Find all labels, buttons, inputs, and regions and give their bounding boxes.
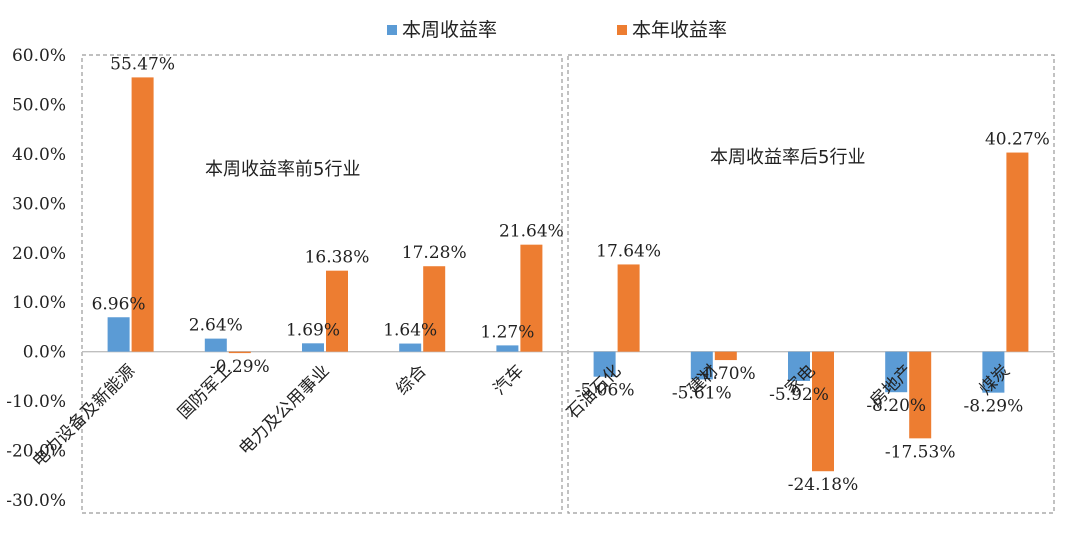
bar-yearly-return — [812, 351, 834, 472]
y-tick-label: -30.0% — [6, 491, 66, 511]
bar-weekly-return — [885, 351, 908, 393]
y-tick-label: 60.0% — [12, 46, 66, 66]
bar-weekly-return — [496, 345, 519, 352]
bar-yearly-return — [423, 266, 446, 352]
bar-weekly-return — [788, 351, 810, 381]
legend-swatch-weekly — [387, 25, 397, 35]
annotation-bottom5: 本周收益率后5行业 — [710, 147, 865, 168]
data-label-weekly: 1.27% — [480, 322, 534, 342]
bar-yearly-return — [1006, 152, 1029, 352]
legend-label-weekly: 本周收益率 — [402, 19, 497, 41]
bar-weekly-return — [204, 338, 227, 352]
y-tick-label: 20.0% — [12, 244, 66, 264]
data-label-weekly: 1.64% — [383, 321, 437, 341]
data-labels: 6.96% 55.47% 2.64% -0.29% 1.69% 16.38% 1.64% 17… — [92, 54, 1050, 495]
data-label-weekly: 2.64% — [189, 316, 243, 336]
legend-label-yearly: 本年收益率 — [632, 19, 727, 41]
data-label-yearly: 40.27% — [985, 130, 1050, 150]
bar-weekly-return — [107, 317, 130, 352]
y-tick-label: 10.0% — [12, 293, 66, 313]
legend-swatch-yearly — [617, 25, 627, 35]
data-label-weekly: -5.92% — [769, 385, 829, 405]
y-tick-label: 50.0% — [12, 95, 66, 115]
data-label-yearly: 55.47% — [110, 54, 175, 74]
data-label-yearly: -1.70% — [696, 364, 756, 384]
data-label-yearly: 17.28% — [402, 243, 467, 263]
bar-weekly-return — [302, 343, 324, 352]
bars — [107, 77, 1029, 472]
bar-weekly-return — [690, 351, 713, 380]
y-tick-label: -10.0% — [6, 392, 66, 412]
bar-weekly-return — [982, 351, 1005, 393]
legend: 本周收益率 本年收益率 — [387, 19, 727, 41]
data-label-yearly: 16.38% — [305, 248, 370, 268]
data-label-weekly: -8.29% — [964, 397, 1024, 417]
bar-weekly-return — [399, 343, 422, 352]
data-label-weekly: -5.61% — [672, 383, 732, 403]
y-tick-label: -20.0% — [6, 442, 66, 462]
data-label-weekly: 6.96% — [92, 294, 146, 314]
data-label-yearly: -24.18% — [788, 475, 859, 495]
x-category-label: 电力设备及新能源 — [29, 361, 139, 471]
data-label-yearly: 17.64% — [596, 241, 661, 261]
bar-yearly-return — [326, 270, 348, 352]
y-tick-label: 40.0% — [12, 145, 66, 165]
bar-yearly-return — [131, 77, 154, 352]
x-category-label: 汽车 — [490, 361, 528, 399]
data-label-yearly: -17.53% — [885, 442, 956, 462]
data-label-yearly: 21.64% — [499, 222, 564, 242]
bar-yearly-return — [909, 351, 932, 439]
y-tick-label: 0.0% — [23, 343, 66, 363]
bar-weekly-return — [593, 351, 616, 377]
annotation-top5: 本周收益率前5行业 — [205, 159, 360, 180]
x-category-label: 国防军工 — [174, 361, 236, 423]
bar-yearly-return — [520, 244, 543, 352]
x-category-label: 煤炭 — [976, 361, 1014, 399]
group-box-bottom5 — [567, 54, 1055, 514]
bar-yearly-return — [617, 264, 640, 352]
bar-yearly-return — [228, 351, 251, 354]
bar-yearly-return — [714, 351, 737, 361]
group-box-top5 — [81, 54, 563, 514]
data-label-yearly: -0.29% — [210, 357, 270, 377]
y-tick-label: 30.0% — [12, 194, 66, 214]
data-label-weekly: -5.06% — [575, 381, 635, 401]
x-category-label: 综合 — [393, 361, 431, 399]
data-label-weekly: -8.20% — [866, 396, 926, 416]
data-label-weekly: 1.69% — [286, 320, 340, 340]
